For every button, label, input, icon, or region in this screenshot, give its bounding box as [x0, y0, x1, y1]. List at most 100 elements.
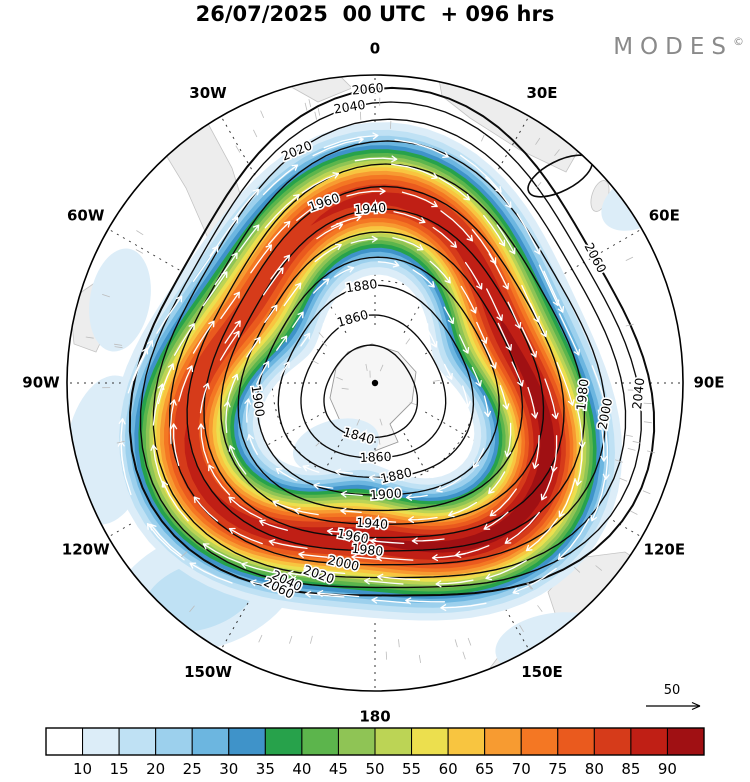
contour-label: 1860 [360, 449, 392, 465]
wind-arrow [370, 287, 390, 294]
wind-arrow [507, 301, 522, 329]
wind-arrow [244, 398, 252, 423]
weak-wind-arrow [85, 336, 94, 339]
colorbar-tick-label: 10 [73, 760, 92, 778]
wind-arrow [544, 378, 559, 420]
wind-arrow [256, 361, 270, 385]
wind-arrow [313, 482, 334, 490]
contour-label: 1980 [351, 541, 384, 559]
wind-arrow [377, 260, 400, 268]
wind-arrow [497, 322, 512, 351]
wind-arrow [462, 385, 471, 408]
colorbar: 10 15 20 25 30 35 40 45 50 55 60 65 70 75 80 85 90 [45, 727, 705, 778]
wind-arrow [521, 326, 538, 358]
wind-arrow [208, 464, 231, 496]
colorbar-tick-label: 85 [621, 760, 640, 778]
wind-arrow [226, 373, 239, 406]
wind-arrow [411, 537, 445, 545]
wind-arrow [371, 596, 410, 604]
weak-wind-arrow [625, 323, 634, 327]
wind-arrow [344, 534, 377, 542]
wind-arrow [365, 516, 397, 524]
contour-label: 2040 [333, 97, 367, 117]
wind-arrow [220, 291, 240, 320]
longitude-label-60W: 60W [67, 207, 105, 225]
weak-wind-arrow [614, 459, 623, 463]
wind-arrow [504, 511, 540, 544]
weak-wind-arrow [643, 402, 652, 405]
wind-arrow [246, 336, 261, 358]
wind-arrow [440, 602, 487, 612]
wind-arrow [262, 267, 284, 296]
wind-arrow [238, 224, 260, 253]
wind-arrow [574, 445, 583, 486]
wind-arrow [529, 303, 548, 338]
longitude-label-90W: 90W [22, 374, 60, 392]
modes-logo: MODES© [613, 34, 744, 60]
weak-wind-arrow [181, 551, 188, 558]
wind-arrow [334, 468, 354, 476]
wind-arrow [340, 490, 363, 498]
weak-wind-arrow [310, 635, 313, 644]
weak-wind-arrow [462, 651, 466, 660]
wind-arrow [300, 332, 311, 347]
weak-wind-arrow [304, 102, 308, 111]
wind-speed-patch [89, 248, 151, 352]
colorbar-cell [630, 727, 668, 756]
chart-title: 26/07/2025 00 UTC + 096 hrs [196, 2, 555, 26]
contour-label: 1900 [249, 384, 268, 418]
weak-wind-arrow [289, 635, 293, 644]
polar-map: 1840186018601880188019001900194019401960… [22, 40, 724, 726]
height-contour-2000 [169, 140, 607, 566]
wind-arrow [472, 448, 485, 469]
wind-arrow [414, 312, 429, 331]
wind-arrow [233, 188, 260, 219]
wind-arrow [525, 518, 558, 552]
wind-arrow [436, 477, 462, 493]
colorbar-cell [82, 727, 120, 756]
weak-wind-arrow [432, 379, 440, 382]
wind-arrow [118, 418, 126, 472]
wind-arrow [532, 434, 540, 469]
landmass [285, 75, 353, 103]
colorbar-tick-label: 35 [256, 760, 275, 778]
wind-arrow [364, 577, 404, 585]
wind-arrow [392, 237, 424, 251]
colorbar-cell [520, 727, 559, 756]
wind-arrow [259, 519, 288, 531]
wind-arrow [485, 560, 527, 581]
weak-wind-arrow [379, 418, 383, 426]
colorbar-cell [191, 727, 230, 756]
wind-arrow [330, 214, 362, 228]
wind-arrow [340, 507, 362, 515]
wind-arrow [132, 340, 154, 381]
colorbar-cell [45, 727, 84, 756]
wind-arrow [486, 288, 503, 322]
wind-arrow [192, 320, 215, 354]
colorbar-tick-label: 15 [110, 760, 129, 778]
weak-wind-arrow [116, 440, 125, 444]
wind-speed-band-90 [186, 198, 555, 553]
wind-arrow [590, 478, 606, 522]
wind-arrow [178, 365, 194, 402]
weak-wind-arrow [527, 582, 534, 590]
weak-wind-arrow [341, 387, 349, 390]
wind-arrow [250, 579, 287, 589]
contour-label: 1900 [369, 485, 402, 502]
weak-wind-arrow [642, 490, 651, 495]
wind-arrow [326, 527, 353, 535]
wind-arrow [268, 538, 308, 550]
contour-label: 1940 [354, 200, 387, 217]
height-contour-1900 [256, 256, 500, 496]
wind-arrow [279, 361, 290, 377]
height-contour-1960 [203, 185, 565, 539]
weak-wind-arrow [398, 639, 400, 648]
wind-arrow [482, 342, 497, 369]
wind-arrow [488, 471, 506, 494]
modes-logo-text: MODES [613, 34, 733, 60]
weak-wind-arrow [345, 427, 350, 434]
colorbar-frame [45, 727, 705, 756]
colorbar-cell [118, 727, 157, 756]
